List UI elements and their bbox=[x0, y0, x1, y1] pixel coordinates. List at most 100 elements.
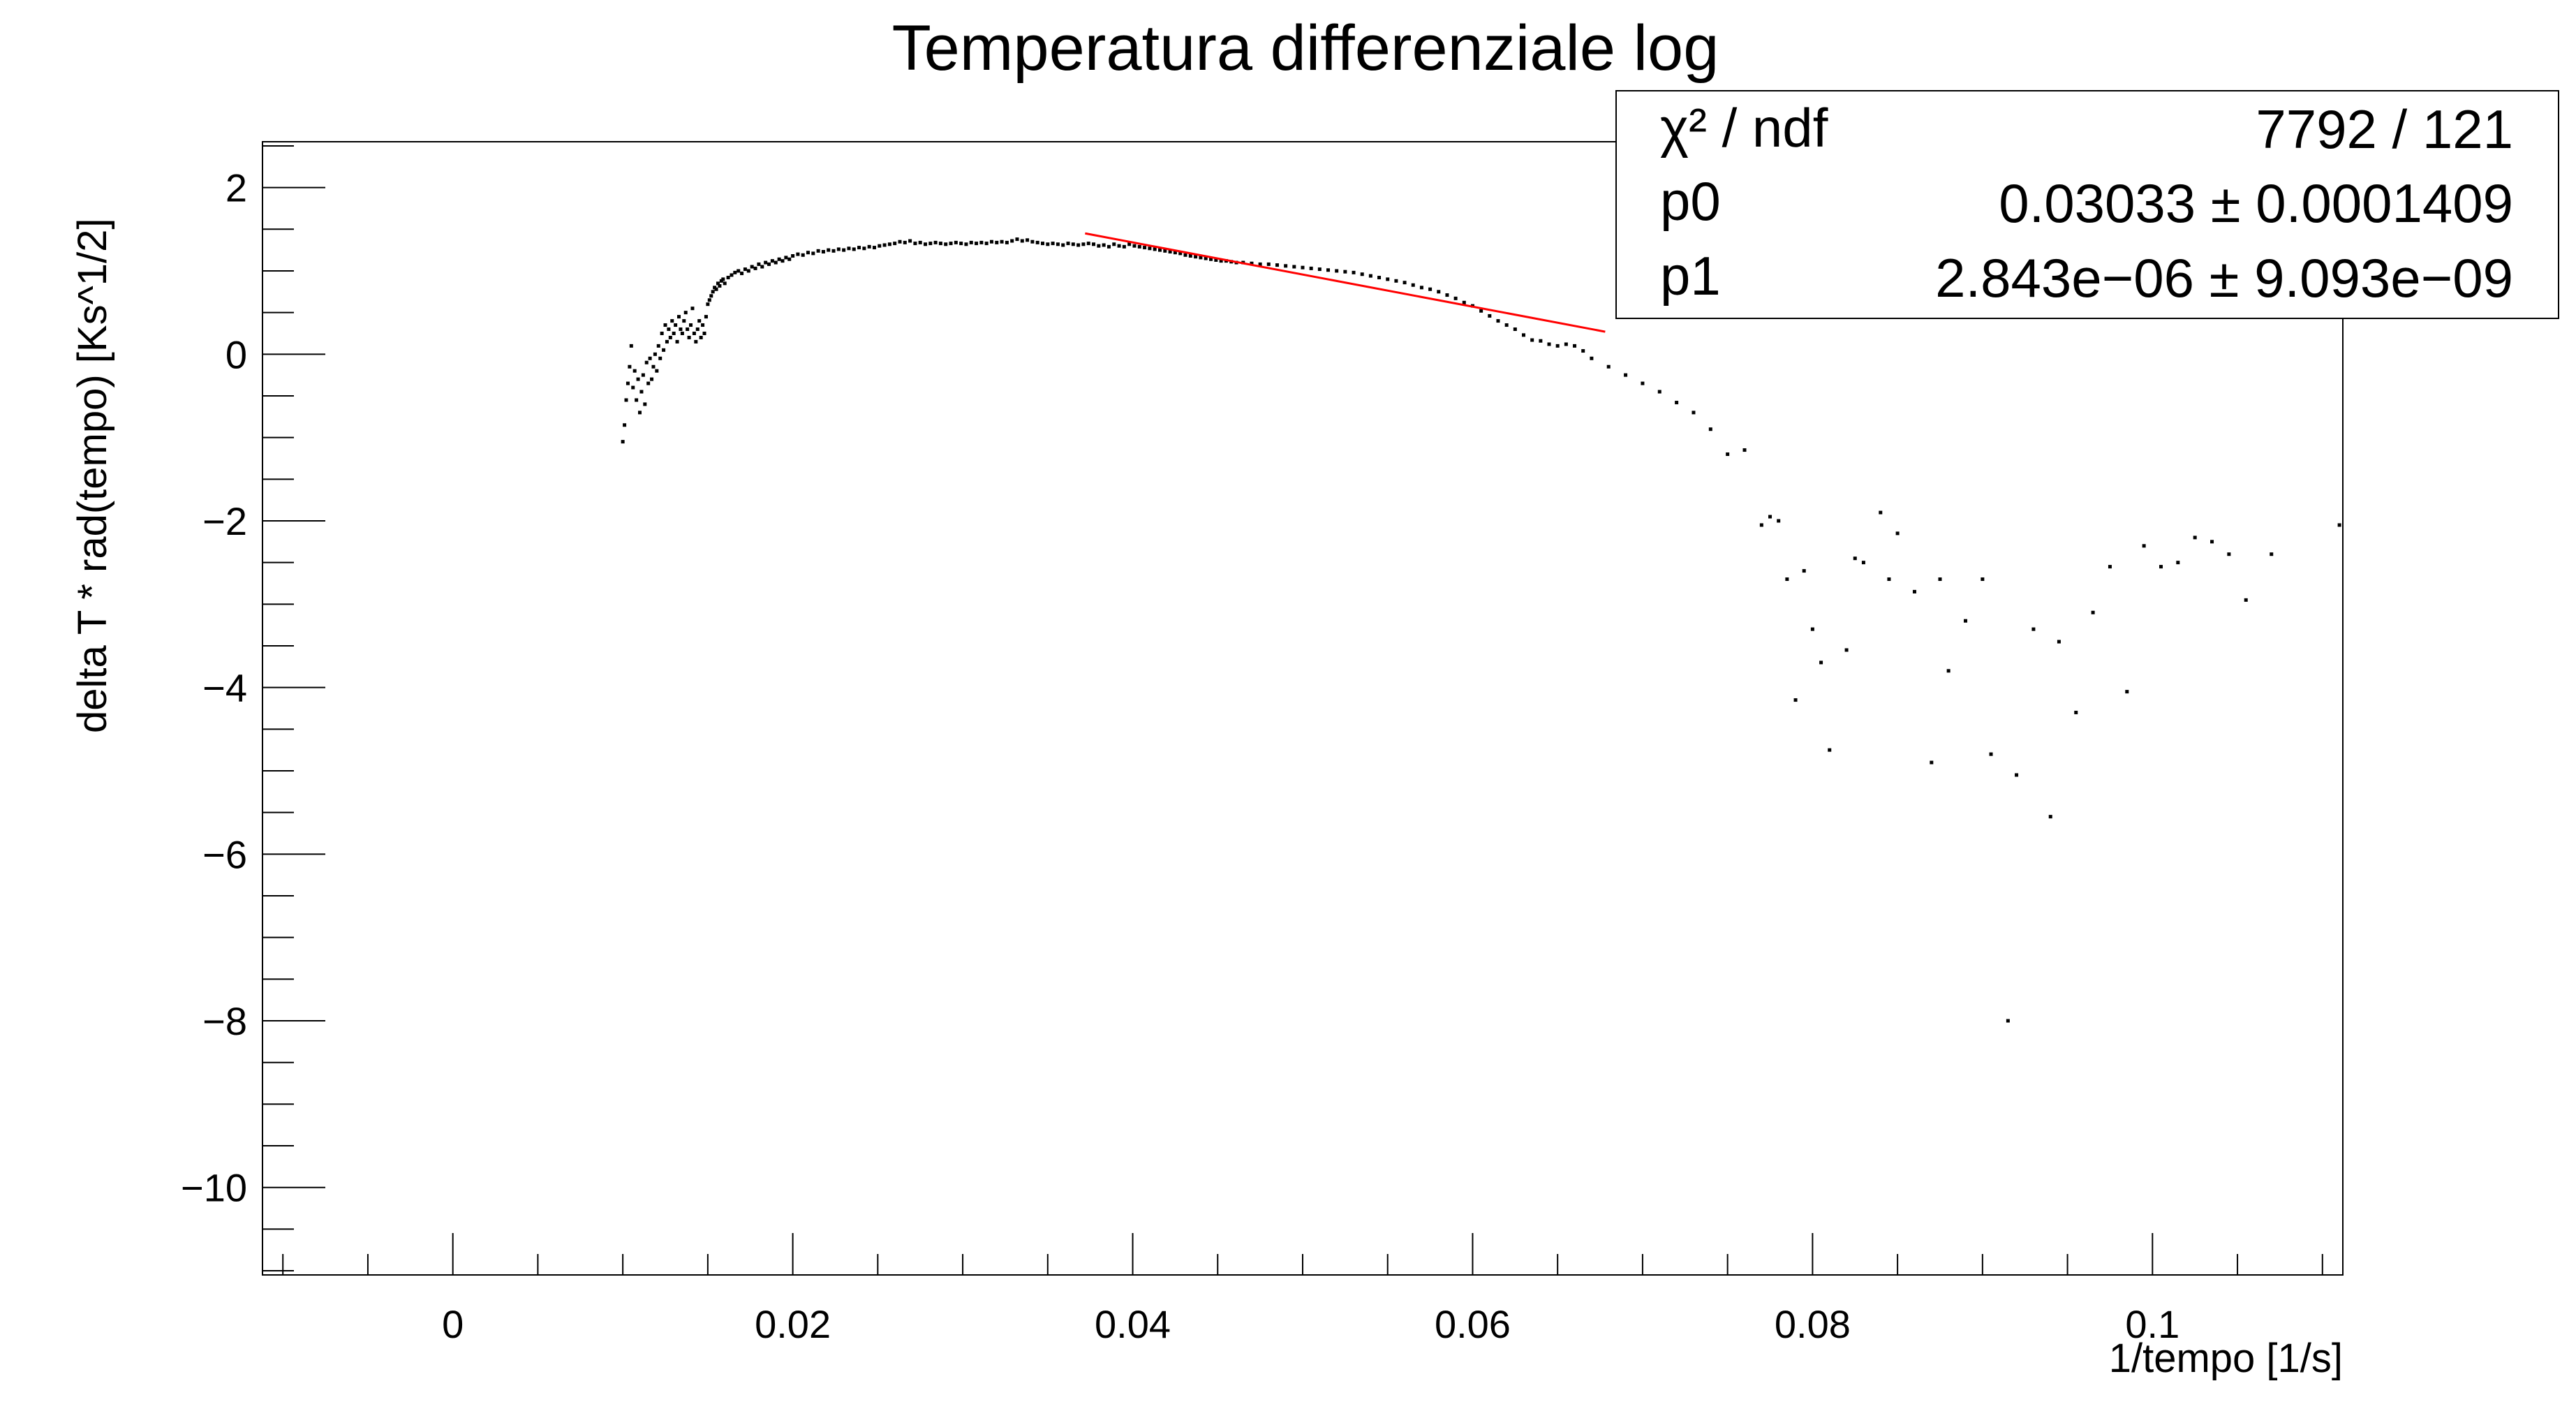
data-point bbox=[1015, 237, 1019, 242]
x-axis-ticks bbox=[282, 1233, 2323, 1275]
y-axis-ticks bbox=[262, 145, 325, 1272]
data-point bbox=[682, 319, 686, 323]
data-point bbox=[704, 315, 708, 319]
data-point bbox=[1284, 264, 1288, 268]
y-tick-label: −6 bbox=[202, 832, 247, 876]
data-point bbox=[842, 248, 846, 252]
data-point bbox=[2057, 640, 2061, 644]
data-point bbox=[628, 364, 632, 369]
data-point bbox=[867, 244, 871, 249]
data-point bbox=[767, 262, 771, 266]
data-point bbox=[1437, 290, 1441, 294]
data-point bbox=[1946, 669, 1950, 673]
data-point bbox=[1624, 373, 1628, 377]
data-point bbox=[816, 249, 820, 253]
data-point bbox=[796, 252, 800, 256]
data-point bbox=[878, 244, 882, 248]
data-point bbox=[672, 331, 676, 335]
data-point bbox=[740, 272, 744, 276]
y-tick-label: −8 bbox=[202, 999, 247, 1043]
data-point bbox=[1844, 648, 1849, 652]
data-point bbox=[1266, 262, 1271, 266]
x-tick-label: 0.06 bbox=[1435, 1302, 1511, 1346]
data-point bbox=[655, 369, 659, 373]
data-point bbox=[658, 356, 662, 360]
data-point bbox=[1742, 448, 1747, 452]
data-point bbox=[1127, 242, 1132, 246]
data-point bbox=[1964, 619, 1968, 623]
data-point bbox=[791, 253, 795, 258]
data-point bbox=[701, 323, 705, 327]
x-tick-label: 0.04 bbox=[1095, 1302, 1171, 1346]
data-point bbox=[1462, 300, 1466, 304]
data-point bbox=[872, 246, 876, 250]
data-point bbox=[686, 327, 690, 332]
data-point bbox=[629, 344, 633, 348]
data-point bbox=[1041, 242, 1044, 246]
data-point bbox=[1122, 244, 1126, 249]
data-point bbox=[1061, 243, 1065, 247]
data-point bbox=[764, 260, 768, 265]
data-point bbox=[2031, 627, 2036, 631]
data-point bbox=[1692, 411, 1696, 415]
data-point bbox=[689, 323, 693, 327]
data-point bbox=[714, 287, 718, 291]
data-point bbox=[683, 311, 688, 315]
data-point bbox=[1026, 238, 1030, 242]
data-point bbox=[690, 307, 695, 311]
data-point bbox=[1887, 577, 1891, 582]
data-point bbox=[1173, 251, 1177, 255]
data-point bbox=[1938, 577, 1942, 582]
data-point bbox=[2227, 552, 2231, 556]
data-point bbox=[663, 323, 667, 327]
data-point bbox=[959, 242, 963, 246]
data-point bbox=[1861, 561, 1865, 565]
data-point bbox=[1419, 286, 1423, 290]
data-point bbox=[1086, 242, 1090, 246]
data-point bbox=[1010, 239, 1014, 243]
data-point bbox=[1777, 519, 1781, 523]
data-point bbox=[903, 240, 907, 244]
data-point bbox=[699, 335, 703, 339]
data-point bbox=[1335, 269, 1339, 273]
data-point bbox=[1199, 256, 1203, 260]
data-point bbox=[662, 348, 666, 352]
data-point bbox=[637, 411, 642, 415]
data-point bbox=[1112, 242, 1116, 246]
data-point bbox=[975, 242, 979, 246]
data-point bbox=[1000, 239, 1004, 244]
data-point bbox=[679, 327, 683, 332]
data-point bbox=[827, 248, 831, 252]
data-point bbox=[1810, 627, 1814, 631]
data-point bbox=[1581, 349, 1585, 353]
data-point bbox=[1479, 309, 1483, 313]
data-point bbox=[984, 242, 989, 246]
data-point bbox=[1930, 760, 1934, 765]
x-axis-tick-labels: 0 0.02 0.04 0.06 0.08 0.1 bbox=[442, 1302, 2179, 1346]
data-point bbox=[1317, 267, 1322, 272]
data-point bbox=[2270, 552, 2274, 556]
data-point bbox=[760, 265, 764, 269]
data-point bbox=[646, 381, 651, 385]
data-point bbox=[1513, 327, 1517, 332]
chart-title: Temperatura differenziale log bbox=[892, 13, 1719, 84]
data-point bbox=[733, 270, 737, 274]
y-tick-label: 2 bbox=[225, 166, 247, 210]
data-point bbox=[882, 243, 887, 247]
data-point bbox=[1377, 276, 1382, 280]
data-point bbox=[806, 251, 810, 255]
stats-chi2-value: 7792 / 121 bbox=[2256, 98, 2513, 160]
data-point bbox=[1793, 698, 1798, 702]
data-point bbox=[709, 294, 713, 298]
data-point bbox=[862, 246, 866, 251]
data-point bbox=[964, 242, 968, 246]
data-point bbox=[674, 323, 678, 327]
data-point bbox=[753, 266, 757, 270]
data-point bbox=[2074, 710, 2078, 714]
stats-p1-value: 2.843e−06 ± 9.093e−09 bbox=[1935, 247, 2513, 309]
data-point bbox=[1258, 262, 1262, 266]
data-point bbox=[644, 360, 649, 364]
data-point bbox=[750, 265, 754, 269]
data-point bbox=[1188, 253, 1192, 258]
